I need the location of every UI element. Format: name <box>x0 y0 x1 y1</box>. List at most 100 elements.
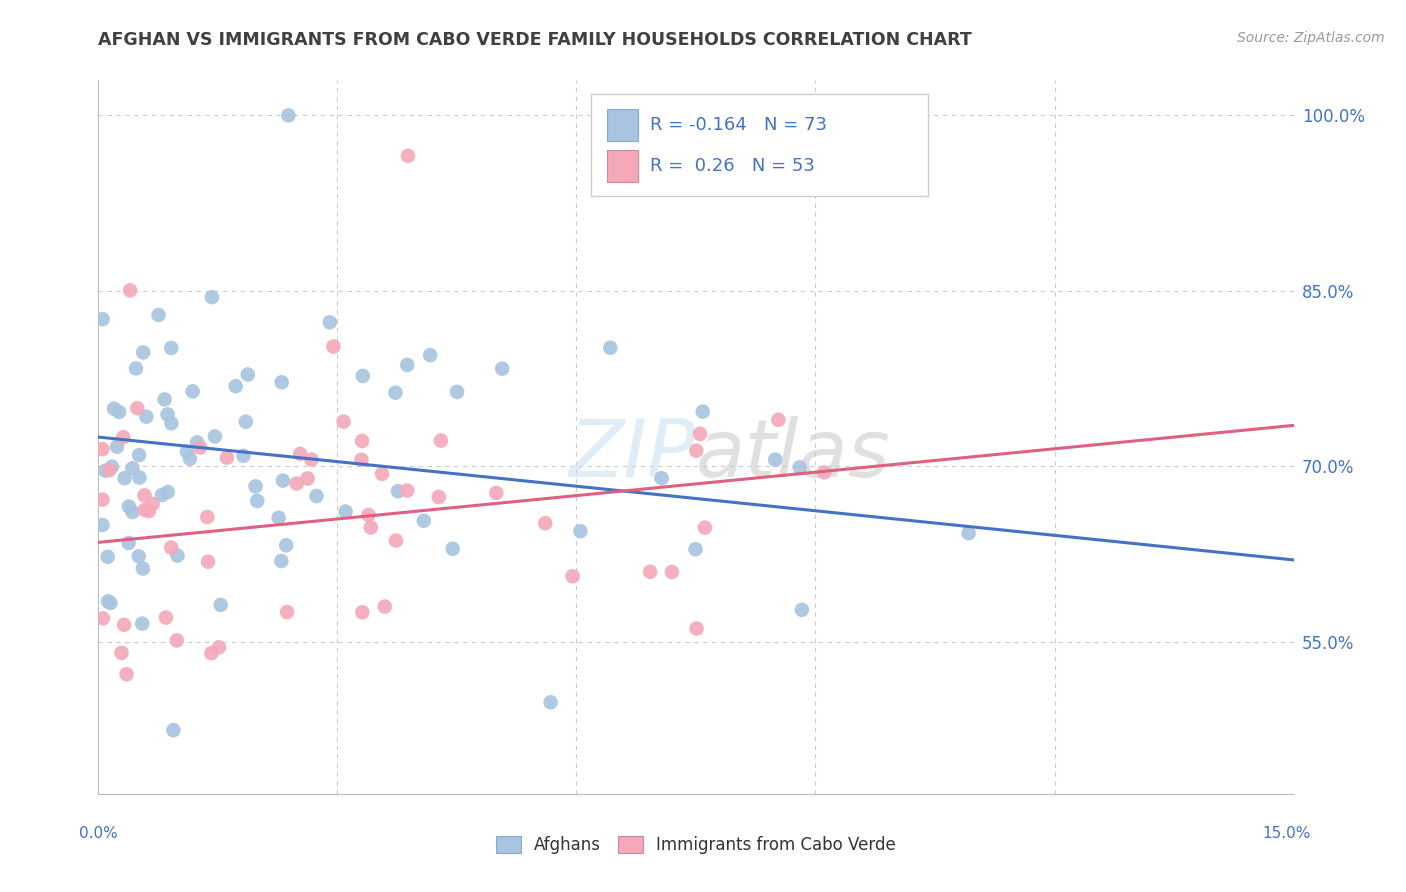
Point <box>121 461 143 475</box>
Point <box>155 610 177 624</box>
Text: R = -0.164   N = 73: R = -0.164 N = 73 <box>650 116 827 134</box>
Point <box>360 520 382 534</box>
Point <box>305 489 328 503</box>
Point <box>446 384 468 399</box>
Text: Source: ZipAtlas.com: Source: ZipAtlas.com <box>1237 31 1385 45</box>
Point <box>357 508 380 522</box>
Point <box>245 479 267 493</box>
Point <box>142 497 165 511</box>
Point <box>204 429 226 443</box>
Point <box>127 401 149 416</box>
Point <box>430 434 453 448</box>
Point <box>153 392 176 407</box>
Point <box>332 415 354 429</box>
Point <box>156 485 179 500</box>
Point <box>132 345 155 359</box>
Point <box>297 471 319 485</box>
Point <box>160 341 183 355</box>
Point <box>128 470 150 484</box>
Point <box>176 444 198 458</box>
Point <box>693 521 716 535</box>
Point <box>209 598 232 612</box>
Point <box>115 667 138 681</box>
Point <box>186 435 208 450</box>
Point <box>790 603 813 617</box>
Point <box>100 596 122 610</box>
Text: 15.0%: 15.0% <box>1263 827 1310 841</box>
Point <box>188 441 211 455</box>
Legend: Afghans, Immigrants from Cabo Verde: Afghans, Immigrants from Cabo Verde <box>489 829 903 861</box>
Point <box>322 340 344 354</box>
Point <box>352 368 374 383</box>
Point <box>290 447 312 461</box>
Point <box>277 108 299 122</box>
Point <box>225 379 247 393</box>
Point <box>160 541 183 555</box>
Point <box>91 492 114 507</box>
Point <box>235 415 257 429</box>
Point <box>692 404 714 418</box>
Point <box>685 622 707 636</box>
Point <box>299 452 322 467</box>
Point <box>319 315 342 329</box>
Point <box>276 605 298 619</box>
Point <box>91 312 114 326</box>
Point <box>540 695 562 709</box>
Point <box>813 466 835 480</box>
Point <box>569 524 592 539</box>
Point <box>396 149 419 163</box>
Text: AFGHAN VS IMMIGRANTS FROM CABO VERDE FAMILY HOUSEHOLDS CORRELATION CHART: AFGHAN VS IMMIGRANTS FROM CABO VERDE FAM… <box>98 31 972 49</box>
Point <box>350 452 373 467</box>
Point <box>685 542 707 557</box>
Point <box>387 484 409 499</box>
Point <box>131 616 153 631</box>
Point <box>768 413 790 427</box>
Point <box>91 442 114 457</box>
Point <box>110 646 132 660</box>
Text: R =  0.26   N = 53: R = 0.26 N = 53 <box>650 157 814 175</box>
Point <box>195 510 218 524</box>
Point <box>763 452 786 467</box>
Point <box>91 611 114 625</box>
Point <box>148 308 170 322</box>
Point <box>197 555 219 569</box>
Point <box>427 490 450 504</box>
Point <box>112 617 135 632</box>
Point <box>276 538 298 552</box>
Point <box>101 459 124 474</box>
Point <box>134 503 156 517</box>
Point <box>135 409 157 424</box>
Text: 0.0%: 0.0% <box>79 827 118 841</box>
Point <box>561 569 583 583</box>
Point <box>179 451 201 466</box>
Point <box>166 633 188 648</box>
Point <box>97 594 120 608</box>
Point <box>236 368 259 382</box>
Point <box>789 460 811 475</box>
Point <box>270 554 292 568</box>
Point <box>132 561 155 575</box>
Point <box>98 463 121 477</box>
Point <box>350 434 373 448</box>
Point <box>156 408 179 422</box>
Point <box>114 471 136 485</box>
Point <box>208 640 231 655</box>
Point <box>352 605 374 619</box>
Point <box>412 514 434 528</box>
Point <box>661 565 683 579</box>
Point <box>108 405 131 419</box>
Text: ZIP: ZIP <box>568 416 696 493</box>
Point <box>534 516 557 531</box>
Point <box>685 443 707 458</box>
Point <box>150 488 173 502</box>
Point <box>97 549 120 564</box>
Point <box>374 599 396 614</box>
Point <box>485 486 508 500</box>
Point <box>128 448 150 462</box>
Point <box>118 500 141 514</box>
Point <box>271 474 294 488</box>
Text: atlas: atlas <box>696 416 891 493</box>
Point <box>267 510 290 524</box>
Point <box>162 723 184 738</box>
Point <box>201 290 224 304</box>
